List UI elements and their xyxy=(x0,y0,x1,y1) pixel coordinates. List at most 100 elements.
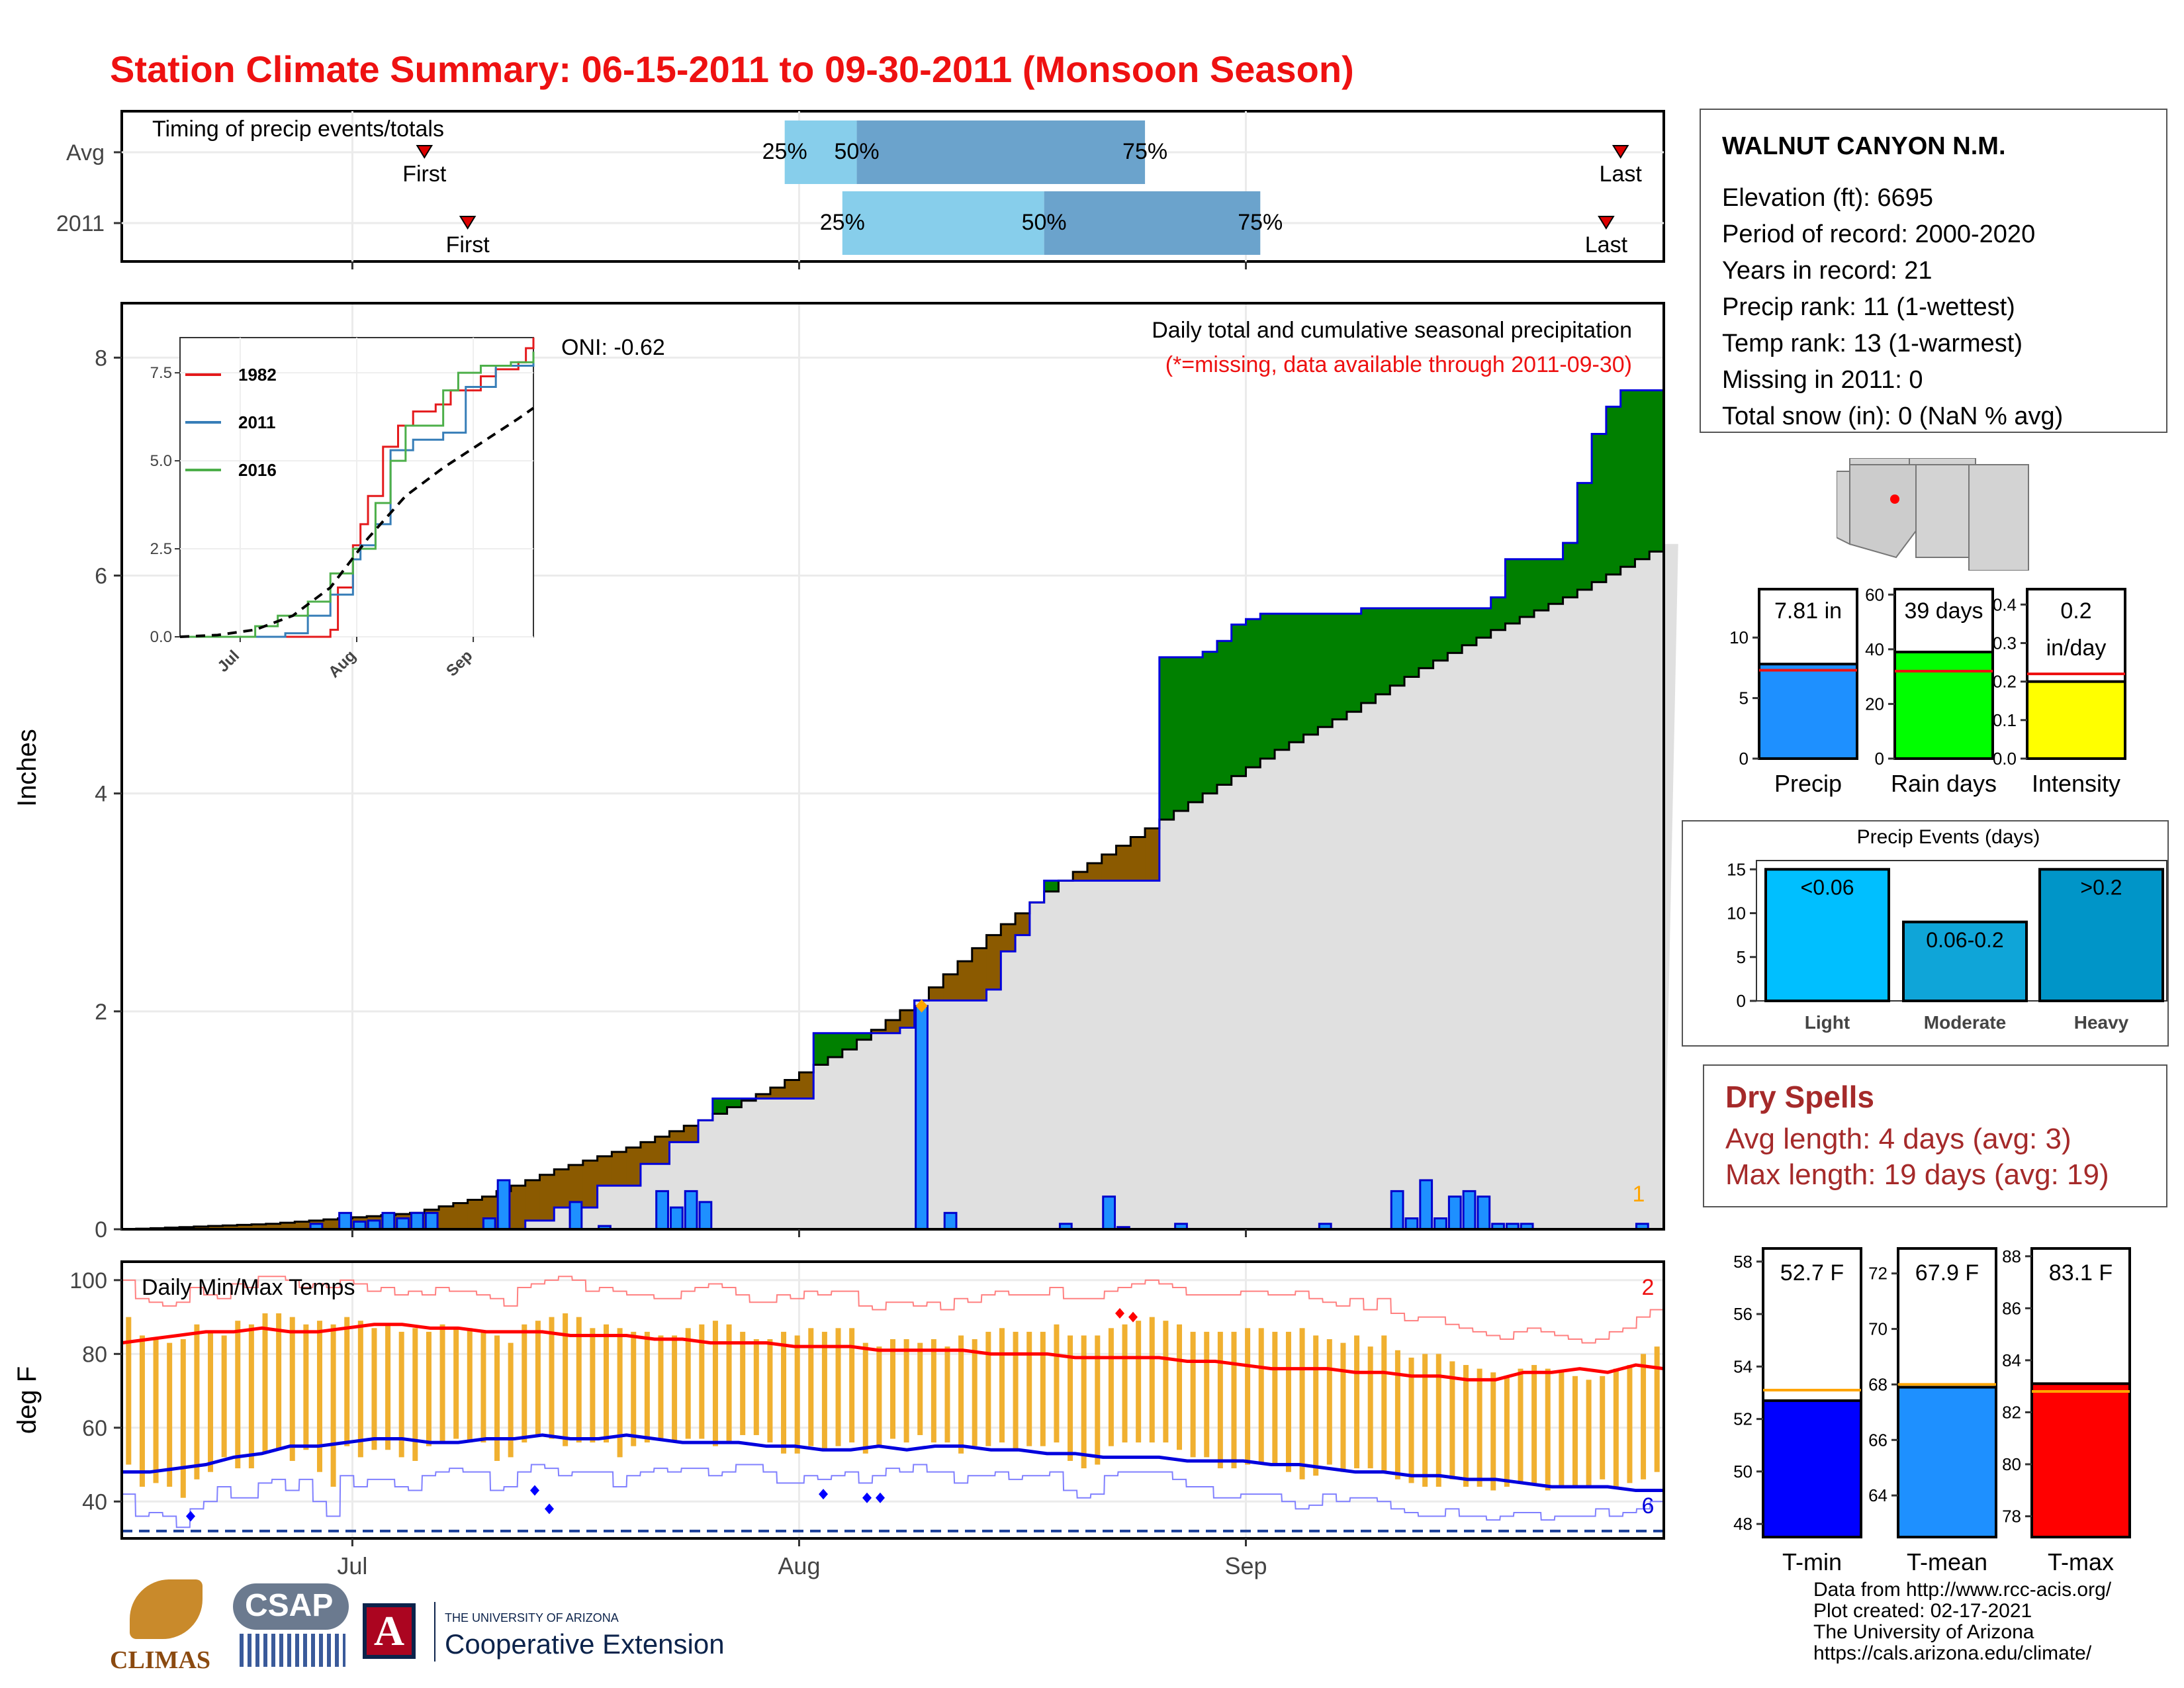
daily-temp-range-bar xyxy=(1477,1368,1482,1487)
above-average-area xyxy=(1346,614,1362,712)
summary-bar-tick-label: 10 xyxy=(1729,628,1749,647)
precip-outlier-count: 1 xyxy=(1633,1182,1645,1207)
events-y-tick-label: 15 xyxy=(1727,859,1746,879)
daily-temp-range-bar xyxy=(917,1342,923,1435)
daily-temp-range-bar xyxy=(903,1339,909,1443)
summary-bar-label: Rain days xyxy=(1891,770,1997,797)
daily-temp-range-bar xyxy=(535,1321,541,1435)
daily-temp-range-bar xyxy=(603,1324,609,1443)
above-average-area xyxy=(1361,608,1376,704)
daily-temp-range-bar xyxy=(549,1317,555,1439)
precip-y-tick-label: 6 xyxy=(95,563,107,588)
daily-temp-range-bar xyxy=(1149,1317,1155,1443)
csap-bars-graphic xyxy=(240,1634,345,1667)
timing-q50-q75-bar xyxy=(1044,191,1261,255)
summary-bar-value-label: in/day xyxy=(2046,635,2107,661)
daily-precip-bar xyxy=(669,1206,684,1231)
temp-summary-value-label: 52.7 F xyxy=(1780,1260,1844,1286)
above-average-area xyxy=(1216,641,1232,785)
temp-y-tick-label: 60 xyxy=(82,1416,107,1441)
daily-temp-range-bar xyxy=(944,1346,950,1443)
daily-temp-range-bar xyxy=(1136,1321,1142,1443)
daily-precip-bar xyxy=(569,1201,583,1231)
daily-temp-range-bar xyxy=(1081,1335,1087,1469)
inset-y-tick-label: 2.5 xyxy=(150,540,172,558)
record-low-marker xyxy=(862,1492,872,1503)
daily-temp-range-bar xyxy=(398,1331,404,1458)
timing-q50-label: 50% xyxy=(835,139,880,164)
temp-summary-tick-label: 64 xyxy=(1868,1485,1888,1505)
below-average-area xyxy=(655,1137,670,1164)
above-average-area xyxy=(1520,559,1535,618)
precip-events-title: Precip Events (days) xyxy=(1857,826,2040,848)
daily-temp-range-bar xyxy=(139,1335,145,1487)
main-chart-svg: Avg 25% 50% 75% First Last 2011 25% 50% 75% First L… xyxy=(13,110,1678,1579)
event-bar-label: Light xyxy=(1805,1012,1850,1033)
temp-summary-tick-label: 84 xyxy=(2002,1350,2021,1370)
daily-temp-range-bar xyxy=(1572,1376,1578,1487)
daily-temp-range-bar xyxy=(385,1324,391,1450)
daily-temp-range-bar xyxy=(357,1321,363,1458)
daily-temp-range-bar xyxy=(1586,1380,1592,1487)
summary-bar-label: Precip xyxy=(1774,770,1842,797)
daily-temp-range-bar xyxy=(1504,1376,1510,1487)
below-average-area xyxy=(612,1152,627,1186)
daily-precip-bar xyxy=(1477,1196,1491,1231)
daily-precip-bar xyxy=(1433,1217,1447,1231)
precip-y-tick-label: 0 xyxy=(95,1217,107,1243)
daily-temp-range-bar xyxy=(1285,1331,1291,1472)
record-low-marker xyxy=(186,1511,195,1522)
daily-temp-range-bar xyxy=(1422,1354,1428,1487)
below-average-area xyxy=(1116,845,1131,881)
daily-temp-range-bar xyxy=(563,1313,569,1446)
daily-temp-range-bar xyxy=(617,1328,623,1458)
daily-temp-range-bar xyxy=(1054,1324,1060,1443)
daily-temp-range-bar xyxy=(1013,1331,1019,1450)
above-average-area xyxy=(1548,559,1564,604)
daily-temp-range-bar xyxy=(371,1328,377,1450)
timing-q50-label: 50% xyxy=(1022,210,1067,235)
above-average-area xyxy=(1044,880,1059,892)
timing-first-label: First xyxy=(402,162,447,187)
oni-label: ONI: -0.62 xyxy=(561,335,665,360)
daily-temp-range-bar xyxy=(289,1317,295,1461)
above-average-area xyxy=(1375,608,1390,694)
event-bar-inner-label: <0.06 xyxy=(1801,875,1854,899)
timing-q25-q50-bar xyxy=(842,191,1044,255)
timing-first-label: First xyxy=(446,232,490,258)
daily-precip-bar xyxy=(338,1211,352,1231)
csap-logo-text: CSAP xyxy=(245,1588,334,1623)
station-missing: Missing in 2011: 0 xyxy=(1722,366,1923,394)
daily-temp-range-bar xyxy=(1245,1328,1251,1465)
daily-temp-range-bar xyxy=(972,1339,978,1446)
daily-precip-bar xyxy=(424,1211,439,1231)
below-average-area xyxy=(929,987,944,1001)
daily-temp-range-bar xyxy=(1641,1354,1647,1479)
above-average-area xyxy=(741,1098,756,1101)
temp-summary-bar-0 xyxy=(1762,1399,1862,1538)
above-average-area xyxy=(1318,614,1333,727)
timing-row-label: Avg xyxy=(66,140,105,165)
ua-university-text: THE UNIVERSITY OF ARIZONA xyxy=(445,1611,619,1624)
temp-summary-tick-label: 56 xyxy=(1733,1304,1752,1324)
station-name: WALNUT CANYON N.M. xyxy=(1722,132,2006,160)
daily-temp-range-bar xyxy=(1231,1331,1237,1469)
timing-first-marker xyxy=(416,145,433,159)
credits-university: The University of Arizona xyxy=(1813,1621,2034,1643)
daily-temp-range-bar xyxy=(726,1324,732,1443)
timing-q75-label: 75% xyxy=(1238,210,1283,235)
daily-temp-range-bar xyxy=(1654,1346,1660,1472)
daily-temp-range-bar xyxy=(712,1321,718,1446)
below-average-area xyxy=(439,1206,454,1229)
temp-summary-tick-label: 86 xyxy=(2002,1298,2021,1318)
above-average-area xyxy=(1289,614,1304,743)
summary-bar-2 xyxy=(2026,680,2126,760)
climas-logo-text: CLIMAS xyxy=(110,1646,211,1674)
record-low-marker xyxy=(876,1492,885,1503)
below-average-area xyxy=(1015,913,1030,935)
ua-divider xyxy=(434,1602,435,1662)
timing-last-label: Last xyxy=(1585,232,1628,258)
below-average-area xyxy=(193,1226,209,1229)
csap-cloud-graphic xyxy=(233,1583,349,1630)
timing-q50-q75-bar xyxy=(856,120,1146,184)
